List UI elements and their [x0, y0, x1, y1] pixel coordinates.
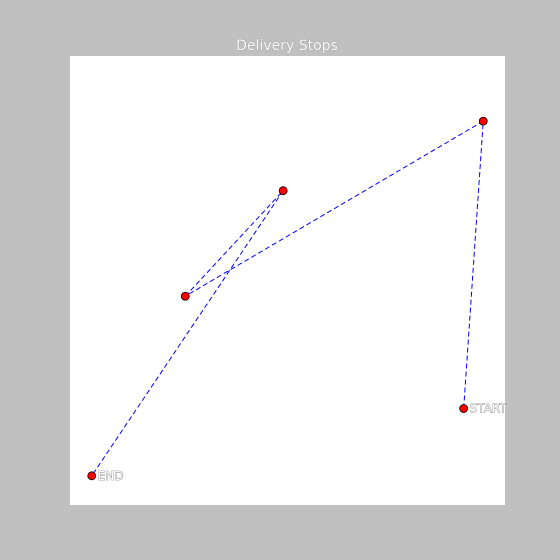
stop-label: START — [470, 401, 508, 415]
stop-label: END — [98, 469, 124, 483]
stop-markers — [87, 116, 488, 481]
stop-marker — [478, 116, 488, 126]
chart-title: Delivery Stops — [236, 38, 338, 54]
stop-marker — [87, 471, 97, 481]
stop-marker — [180, 291, 190, 301]
plot-area — [70, 56, 505, 505]
route-segment — [185, 120, 484, 297]
stop-marker — [459, 404, 469, 413]
route-segment — [463, 121, 484, 409]
route-lines — [91, 120, 484, 477]
stop-marker — [278, 186, 288, 196]
stop-labels: START END — [97, 401, 508, 483]
route-segment — [91, 190, 284, 477]
